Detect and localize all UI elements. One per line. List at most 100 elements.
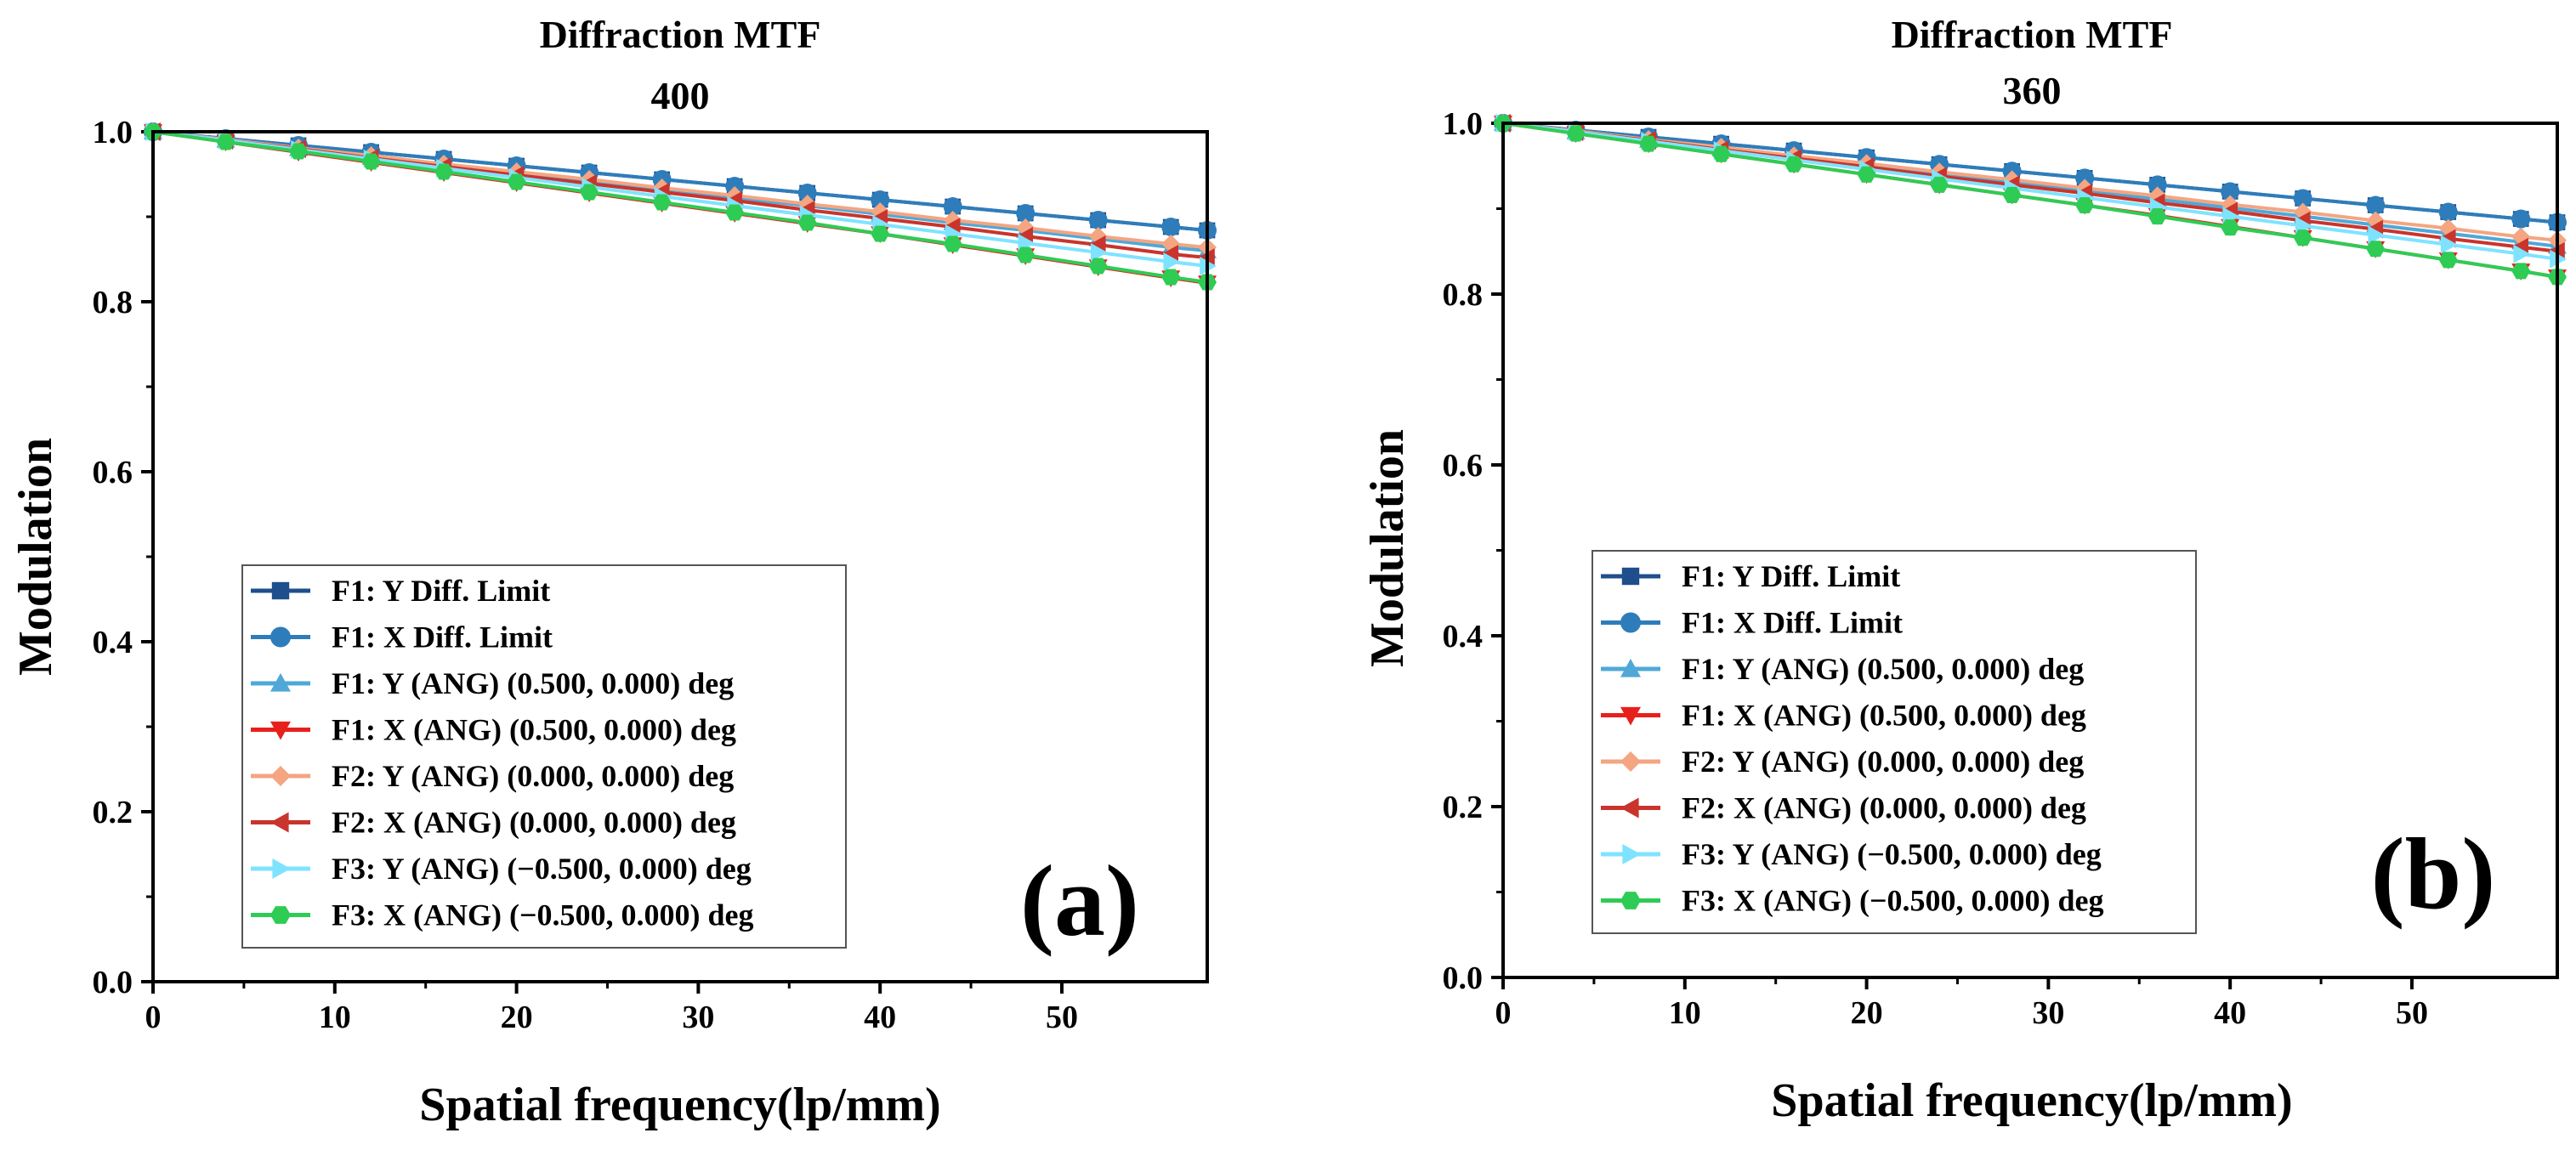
x-tick-label: 30 <box>682 1000 714 1035</box>
legend-item: F2: Y (ANG) (0.000, 0.000) deg <box>1601 745 2084 779</box>
legend-label: F1: Y (ANG) (0.500, 0.000) deg <box>332 666 734 700</box>
legend-marker <box>270 906 291 924</box>
legend-marker <box>270 673 291 692</box>
x-tick-label: 10 <box>1669 995 1701 1031</box>
legend-marker <box>271 581 290 600</box>
data-point <box>871 190 890 209</box>
y-tick-label: 0.8 <box>1443 277 1484 313</box>
legend-label: F1: X Diff. Limit <box>332 620 553 654</box>
chart-subtitle-b: 360 <box>2003 69 2062 112</box>
series-8 <box>1494 115 2567 286</box>
data-point <box>652 194 672 211</box>
legend-item: F1: Y (ANG) (0.500, 0.000) deg <box>251 666 734 700</box>
legend-label: F1: Y Diff. Limit <box>332 574 550 608</box>
data-point <box>2148 208 2167 225</box>
data-point <box>1088 258 1108 275</box>
series-line <box>152 130 1208 232</box>
legend-item: F2: X (ANG) (0.000, 0.000) deg <box>1601 791 2086 825</box>
y-tick-label: 0.8 <box>93 285 133 320</box>
data-point <box>871 225 890 242</box>
series-line <box>1502 122 2558 224</box>
legend-label: F2: X (ANG) (0.000, 0.000) deg <box>332 806 736 840</box>
series-group-a <box>144 122 1217 292</box>
legend-marker <box>270 766 291 786</box>
panel-label-a: (a) <box>1020 844 1139 957</box>
legend-item: F1: X Diff. Limit <box>251 620 553 654</box>
legend-item: F2: Y (ANG) (0.000, 0.000) deg <box>251 759 734 793</box>
legend-marker <box>1622 844 1641 864</box>
y-axis-label-b: Modulation <box>1361 429 1414 667</box>
data-point <box>1161 269 1181 286</box>
data-point <box>2511 263 2531 280</box>
y-tick-label: 0.4 <box>1443 619 1484 654</box>
x-axis-label-b: Spatial frequency(lp/mm) <box>1771 1074 2292 1127</box>
legend-marker <box>1620 659 1641 677</box>
x-tick-label: 10 <box>319 1000 351 1035</box>
data-point <box>434 163 454 180</box>
y-tick-label: 0.6 <box>1443 448 1484 484</box>
data-point <box>2293 189 2312 208</box>
data-point <box>2075 168 2095 188</box>
series-2 <box>1494 114 2567 232</box>
data-point <box>2438 202 2458 222</box>
legend-box-b <box>1592 550 2197 934</box>
legend-label: F3: Y (ANG) (−0.500, 0.000) deg <box>1682 837 2102 871</box>
data-point <box>2511 209 2531 229</box>
data-point <box>725 204 745 221</box>
data-point <box>1930 176 1949 193</box>
x-tick-label: 0 <box>1495 995 1512 1031</box>
legend-item: F3: Y (ANG) (−0.500, 0.000) deg <box>251 852 752 886</box>
plot-frame-a <box>151 130 1209 983</box>
data-point <box>580 184 599 201</box>
legend-marker <box>1620 892 1641 909</box>
data-point <box>943 235 962 252</box>
y-tick-label: 0.0 <box>1443 960 1484 996</box>
legend-item: F2: X (ANG) (0.000, 0.000) deg <box>251 806 736 840</box>
legend-item: F1: Y Diff. Limit <box>1601 559 1900 593</box>
legend-marker <box>1621 567 1640 586</box>
y-tick-label: 0.4 <box>93 625 133 660</box>
legend-item: F1: Y Diff. Limit <box>251 574 550 608</box>
chart-title-b: Diffraction MTF <box>1892 13 2173 56</box>
data-point <box>2438 252 2458 269</box>
chart-title-a: Diffraction MTF <box>540 13 821 56</box>
legend-item: F3: Y (ANG) (−0.500, 0.000) deg <box>1601 837 2102 871</box>
data-point <box>1088 211 1108 229</box>
y-tick-label: 0.6 <box>93 455 133 490</box>
legend-b: F1: Y Diff. Limit F1: X Diff. Limit F1: Y … <box>1592 550 2197 934</box>
legend-label: F1: X Diff. Limit <box>1682 606 1903 640</box>
legend-a: F1: Y Diff. Limit F1: X Diff. Limit F1: Y … <box>241 564 847 949</box>
legend-item: F1: X (ANG) (0.500, 0.000) deg <box>1601 699 2086 733</box>
axis-ticks-b: 0 10 20 30 40 50 0.0 0.2 0.4 0.6 0.8 1.0 <box>1443 106 2428 1031</box>
legend-item: F1: X Diff. Limit <box>1601 606 1903 640</box>
y-tick-label: 1.0 <box>1443 106 1484 142</box>
series-line <box>1502 122 2558 279</box>
data-point <box>943 197 962 216</box>
data-point <box>1639 135 1659 152</box>
data-point <box>1163 252 1181 271</box>
legend-item: F1: Y (ANG) (0.500, 0.000) deg <box>1601 652 2084 686</box>
legend-label: F2: Y (ANG) (0.000, 0.000) deg <box>1682 745 2084 779</box>
data-point <box>361 153 381 170</box>
legend-label: F1: Y (ANG) (0.500, 0.000) deg <box>1682 652 2084 686</box>
x-axis-label-a: Spatial frequency(lp/mm) <box>419 1079 940 1131</box>
data-point <box>289 143 309 160</box>
legend-item: F1: X (ANG) (0.500, 0.000) deg <box>251 713 736 747</box>
data-point <box>1090 243 1108 262</box>
legend-marker <box>270 721 291 740</box>
legend-marker <box>1620 797 1639 819</box>
legend-marker <box>270 626 291 648</box>
series-8 <box>144 123 1217 291</box>
legend-item: F3: X (ANG) (−0.500, 0.000) deg <box>251 898 753 932</box>
data-point <box>2366 195 2386 215</box>
data-point <box>2148 175 2167 195</box>
data-point <box>1566 125 1586 142</box>
legend-marker <box>1620 751 1641 772</box>
x-tick-label: 40 <box>864 1000 896 1035</box>
x-tick-label: 40 <box>2214 995 2246 1031</box>
series-line <box>152 130 1208 284</box>
data-point <box>2293 229 2312 246</box>
data-point <box>2221 219 2240 236</box>
data-point <box>1711 145 1731 162</box>
